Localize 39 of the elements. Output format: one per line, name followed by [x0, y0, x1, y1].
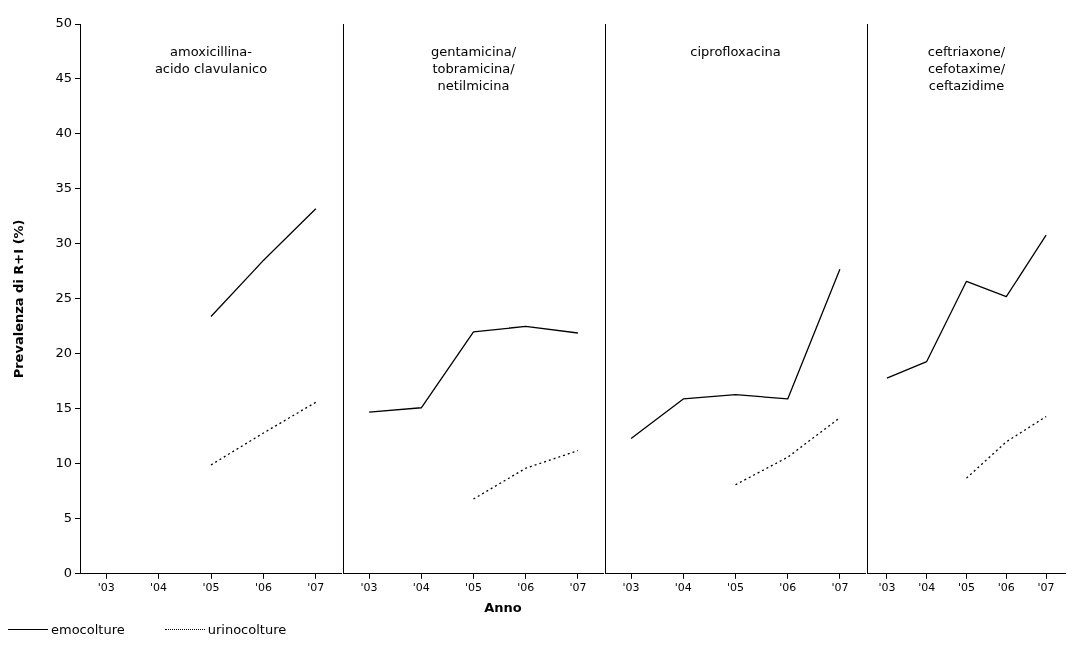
x-tick-label: '05: [202, 581, 220, 595]
x-tick-label: '06: [779, 581, 797, 595]
x-tick-label: '03: [97, 581, 115, 595]
legend-label: urinocolture: [207, 622, 287, 637]
x-tick-label: '07: [1037, 581, 1055, 595]
x-tick-label: '05: [957, 581, 976, 595]
x-tick-label: '04: [412, 581, 430, 595]
text: ceftriaxone/ cefotaxime/ ceftazidime: [927, 43, 1006, 93]
x-tick-label: '07: [307, 581, 325, 595]
y-tick-label: 50: [55, 15, 72, 31]
x-tick-label: '06: [254, 581, 272, 595]
x-tick-label: '06: [517, 581, 535, 595]
x-tick-label: '05: [726, 581, 745, 595]
x-tick-label: '07: [569, 581, 587, 595]
x-tick-label: '06: [997, 581, 1015, 595]
y-tick-label: 35: [55, 180, 72, 196]
text: amoxicillina- acido clavulanico: [154, 43, 268, 76]
x-tick-label: '03: [878, 581, 896, 595]
x-tick-label: '05: [464, 581, 483, 595]
y-tick-label: 30: [55, 235, 72, 251]
text: gentamicina/ tobramicina/ netilmicina: [430, 43, 517, 93]
y-tick-label: 25: [55, 290, 72, 306]
y-tick-label: 40: [55, 125, 72, 141]
text: ciprofloxacina: [690, 43, 781, 59]
y-axis-title: Prevalenza di R+I (%): [11, 219, 27, 379]
y-tick-label: 10: [55, 455, 72, 471]
x-tick-label: '03: [622, 581, 640, 595]
x-tick-label: '03: [360, 581, 378, 595]
x-axis-title: Anno: [484, 600, 522, 615]
x-tick-label: '07: [831, 581, 849, 595]
y-tick-label: 5: [63, 510, 72, 526]
legend-label: emocolture: [51, 622, 125, 637]
x-tick-label: '04: [918, 581, 936, 595]
y-tick-label: 20: [55, 345, 72, 361]
x-tick-label: '04: [674, 581, 692, 595]
y-tick-label: 45: [55, 70, 72, 86]
y-tick-label: 15: [55, 400, 72, 416]
y-tick-label: 0: [63, 565, 72, 581]
x-tick-label: '04: [150, 581, 168, 595]
